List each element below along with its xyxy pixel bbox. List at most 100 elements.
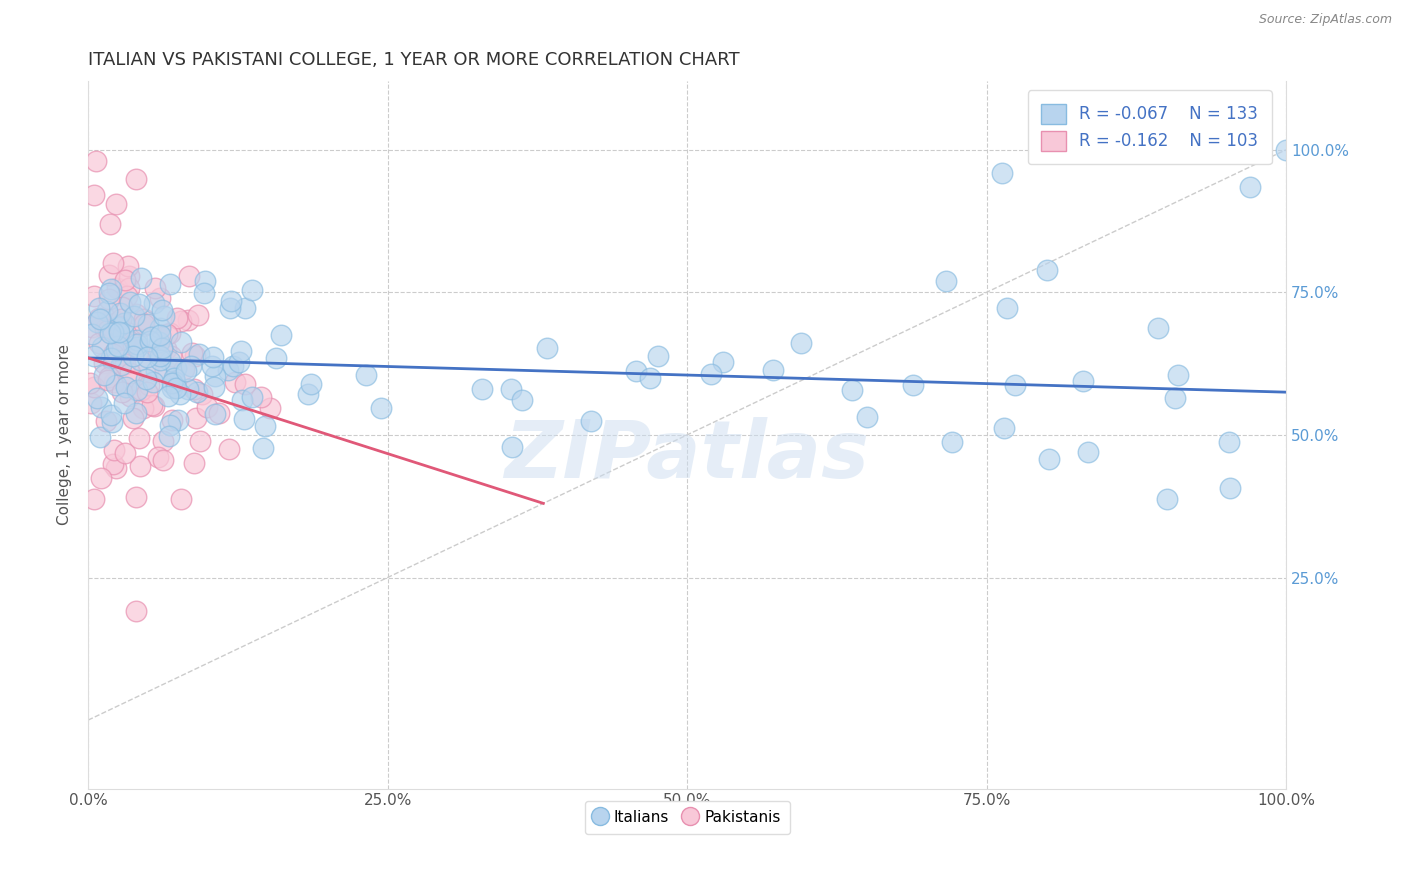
Point <box>152 452 174 467</box>
Point <box>136 362 159 376</box>
Point <box>991 166 1014 180</box>
Point <box>165 381 187 395</box>
Point <box>132 317 155 331</box>
Point <box>699 368 721 382</box>
Point <box>86 315 108 329</box>
Point <box>118 389 141 403</box>
Point <box>299 376 322 391</box>
Point <box>789 335 811 350</box>
Point <box>100 409 122 423</box>
Point <box>229 343 252 358</box>
Point <box>114 272 136 286</box>
Point <box>87 310 110 325</box>
Point <box>90 401 112 415</box>
Point <box>110 306 132 320</box>
Point <box>250 390 273 404</box>
Point <box>177 268 200 283</box>
Point <box>128 459 150 474</box>
Point <box>166 310 188 325</box>
Point <box>93 368 115 382</box>
Point <box>188 347 211 361</box>
Point <box>501 382 523 396</box>
Point <box>115 380 138 394</box>
Point <box>100 351 122 365</box>
Point <box>128 353 150 368</box>
Point <box>152 434 174 448</box>
Point <box>110 358 132 372</box>
Point <box>228 355 250 369</box>
Point <box>156 389 179 403</box>
Point <box>104 461 127 475</box>
Point <box>370 401 392 415</box>
Point <box>1156 491 1178 506</box>
Point <box>97 293 120 307</box>
Point <box>79 376 101 391</box>
Point <box>104 343 127 358</box>
Point <box>108 318 131 333</box>
Point <box>149 320 172 334</box>
Point <box>91 340 114 354</box>
Point <box>146 450 169 464</box>
Point <box>100 282 122 296</box>
Point <box>1147 321 1170 335</box>
Text: ZIPatlas: ZIPatlas <box>505 417 869 495</box>
Point <box>160 382 183 396</box>
Point <box>501 440 523 454</box>
Point <box>98 370 121 384</box>
Point <box>240 391 263 405</box>
Point <box>107 343 129 358</box>
Point <box>510 392 533 407</box>
Point <box>180 346 202 360</box>
Point <box>149 291 172 305</box>
Point <box>195 400 218 414</box>
Point <box>222 359 245 373</box>
Point <box>111 352 134 367</box>
Point <box>127 337 149 351</box>
Point <box>163 375 186 389</box>
Point <box>160 349 183 363</box>
Point <box>86 391 108 405</box>
Point <box>128 296 150 310</box>
Point <box>84 154 107 169</box>
Point <box>118 366 141 380</box>
Point <box>155 363 177 377</box>
Point <box>231 392 253 407</box>
Point <box>183 382 205 396</box>
Point <box>129 271 152 285</box>
Point <box>159 418 181 433</box>
Point <box>640 371 662 385</box>
Point <box>995 301 1018 315</box>
Point <box>105 281 128 295</box>
Point <box>1167 368 1189 383</box>
Point <box>233 301 256 315</box>
Point <box>170 314 193 328</box>
Point <box>218 301 240 316</box>
Point <box>122 410 145 425</box>
Point <box>101 355 124 369</box>
Point <box>266 351 288 365</box>
Point <box>224 376 246 390</box>
Point <box>153 310 176 324</box>
Point <box>97 373 120 387</box>
Point <box>188 434 211 449</box>
Point <box>1239 179 1261 194</box>
Point <box>125 490 148 504</box>
Point <box>136 318 159 332</box>
Point <box>1164 391 1187 405</box>
Point <box>208 406 231 420</box>
Point <box>132 319 155 334</box>
Point <box>183 350 205 364</box>
Point <box>110 300 132 314</box>
Legend: Italians, Pakistanis: Italians, Pakistanis <box>585 801 790 834</box>
Point <box>112 334 135 348</box>
Point <box>1219 481 1241 495</box>
Point <box>180 359 202 373</box>
Point <box>125 604 148 618</box>
Point <box>115 289 138 303</box>
Point <box>232 411 254 425</box>
Point <box>117 259 139 273</box>
Point <box>139 334 162 349</box>
Point <box>139 329 162 343</box>
Point <box>115 334 138 349</box>
Point <box>204 369 226 384</box>
